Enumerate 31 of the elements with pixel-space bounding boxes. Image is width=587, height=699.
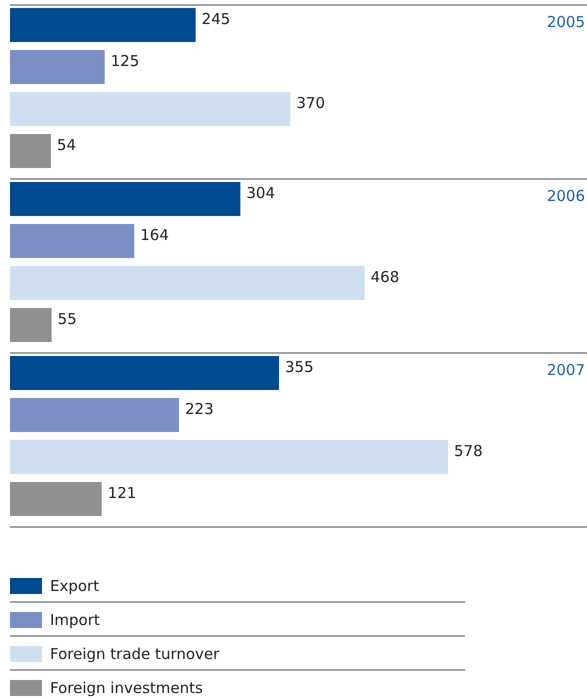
data-label: 468	[370, 268, 400, 286]
bar	[10, 224, 134, 258]
y-tick-label: 2007	[546, 361, 585, 379]
bar	[10, 398, 179, 432]
bar	[10, 182, 240, 216]
data-label: 304	[246, 184, 276, 202]
bar	[10, 266, 365, 300]
legend-label: Import	[50, 611, 100, 629]
bar	[10, 50, 105, 84]
bar	[10, 356, 280, 390]
bar	[10, 482, 102, 516]
data-label: 125	[110, 52, 140, 70]
bar	[10, 308, 52, 342]
bar	[10, 92, 290, 126]
bar	[10, 440, 448, 474]
legend-label: Export	[50, 577, 100, 595]
data-label: 164	[140, 226, 169, 244]
data-label: 55	[58, 310, 77, 328]
legend-label: Foreign investments	[50, 679, 204, 697]
bar	[10, 8, 196, 42]
data-label: 578	[454, 442, 483, 460]
bar	[10, 134, 51, 168]
legend-label: Foreign trade turnover	[50, 645, 220, 663]
data-label: 54	[56, 136, 76, 154]
y-tick-label: 2006	[546, 187, 585, 205]
data-label: 245	[202, 10, 230, 28]
data-label: 355	[285, 358, 314, 376]
y-tick-label: 2005	[546, 13, 585, 31]
data-label: 223	[184, 400, 214, 418]
data-label: 121	[108, 484, 136, 502]
data-label: 370	[296, 94, 326, 112]
